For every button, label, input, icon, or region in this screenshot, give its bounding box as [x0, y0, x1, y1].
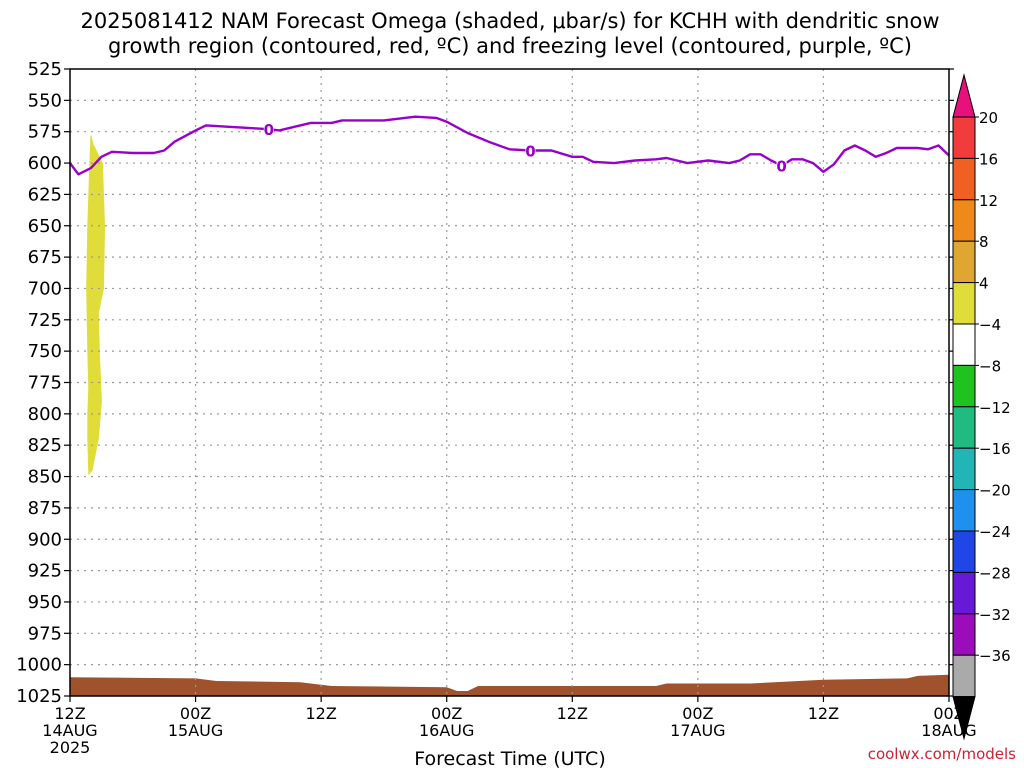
y-tick-label: 575: [28, 122, 62, 143]
y-tick-label: 650: [28, 216, 62, 237]
colorbar-swatch: [952, 364, 976, 408]
terrain-area: [70, 674, 949, 696]
x-tick-label: 16AUG: [419, 721, 474, 740]
colorbar-swatch: [952, 116, 976, 159]
y-tick-label: 900: [28, 529, 62, 550]
x-tick-label: 2025: [50, 738, 91, 757]
y-tick-label: 625: [28, 184, 62, 205]
y-tick-label: 1000: [16, 655, 62, 676]
x-tick-label: 00Z: [180, 704, 211, 723]
y-axis-ticks: 525 550 575 600 625 650 675 700 725 750 775 800 825 8…: [16, 59, 954, 707]
y-tick-label: 725: [28, 310, 62, 331]
colorbar-label: −8: [979, 357, 1001, 375]
terrain-fill: [70, 674, 949, 696]
colorbar-swatch: [952, 571, 976, 615]
y-tick-label: 675: [28, 247, 62, 268]
colorbar-arrow-top: [952, 73, 976, 118]
y-tick-label: 775: [28, 373, 62, 394]
x-tick-label: 00Z: [682, 704, 713, 723]
colorbar-swatch: [952, 654, 976, 698]
y-tick-label: 750: [28, 341, 62, 362]
colorbar-swatch: [952, 199, 976, 242]
y-tick-label: 950: [28, 592, 62, 613]
colorbar-label: 12: [979, 192, 998, 210]
credit-text: coolwx.com/models: [868, 745, 1016, 763]
x-tick-label: 17AUG: [670, 721, 725, 740]
chart-title-line-2: growth region (contoured, red, ºC) and f…: [108, 34, 912, 58]
colorbar-label: −32: [979, 606, 1011, 624]
x-tick-label: 12Z: [808, 704, 839, 723]
colorbar-swatch: [952, 406, 976, 449]
y-tick-label: 525: [28, 59, 62, 80]
contour-label-mask: [776, 157, 787, 173]
freezing-level-line: [69, 115, 950, 176]
colorbar-swatch: [952, 240, 976, 284]
colorbar-arrow-bottom: [952, 696, 976, 741]
x-tick-label: 00Z: [431, 704, 462, 723]
y-tick-label: 975: [28, 623, 62, 644]
plot-frame: [69, 68, 950, 697]
contour-label: 0: [525, 143, 535, 161]
colorbar-label: −28: [979, 564, 1011, 582]
x-tick-label: 12Z: [54, 704, 85, 723]
colorbar-label: 8: [979, 233, 989, 251]
colorbar-label: −4: [979, 316, 1001, 334]
contour-label-mask: [525, 142, 536, 158]
colorbar-swatch: [952, 530, 976, 573]
colorbar-label: −12: [979, 399, 1011, 417]
y-tick-label: 850: [28, 467, 62, 488]
y-tick-label: 875: [28, 498, 62, 519]
y-tick-label: 925: [28, 561, 62, 582]
y-tick-label: 825: [28, 435, 62, 456]
y-tick-label: 550: [28, 90, 62, 111]
y-tick-label: 800: [28, 404, 62, 425]
colorbar-label: −24: [979, 523, 1011, 541]
x-axis-title: Forecast Time (UTC): [414, 748, 605, 768]
colorbar-label: −36: [979, 647, 1011, 665]
contour-label: 0: [776, 158, 786, 176]
colorbar-swatch: [952, 489, 976, 532]
freezing-level-contour: 0 0 0: [69, 115, 950, 176]
x-tick-label: 18AUG: [921, 721, 976, 740]
contour-label: 0: [264, 121, 274, 139]
colorbar-swatch: [952, 282, 976, 325]
colorbar-swatch: [952, 323, 976, 366]
colorbar-label: 16: [979, 150, 998, 168]
chart-title-line-1: 2025081412 NAM Forecast Omega (shaded, μ…: [80, 9, 939, 33]
contour-label-mask: [263, 121, 274, 137]
x-tick-label: 14AUG: [42, 721, 97, 740]
y-tick-label: 600: [28, 153, 62, 174]
colorbar-label: −20: [979, 482, 1011, 500]
y-tick-label: 700: [28, 278, 62, 299]
gridlines: [70, 69, 949, 696]
omega-shaded-region: [86, 135, 106, 476]
colorbar-swatch: [952, 447, 976, 491]
colorbar-label: 4: [979, 275, 989, 293]
colorbar-swatch: [952, 157, 976, 201]
x-tick-label: 12Z: [305, 704, 336, 723]
x-tick-label: 12Z: [557, 704, 588, 723]
colorbar-legend: 20 16 12 8 4 −4 −8 −12 −16 −20 −24 −28 −32 −36: [952, 73, 1011, 741]
colorbar-label: 20: [979, 109, 998, 127]
omega-shading: [86, 135, 106, 476]
x-tick-label: 15AUG: [168, 721, 223, 740]
colorbar-swatch: [952, 613, 976, 656]
y-tick-label: 1025: [16, 686, 62, 707]
colorbar-label: −16: [979, 440, 1011, 458]
